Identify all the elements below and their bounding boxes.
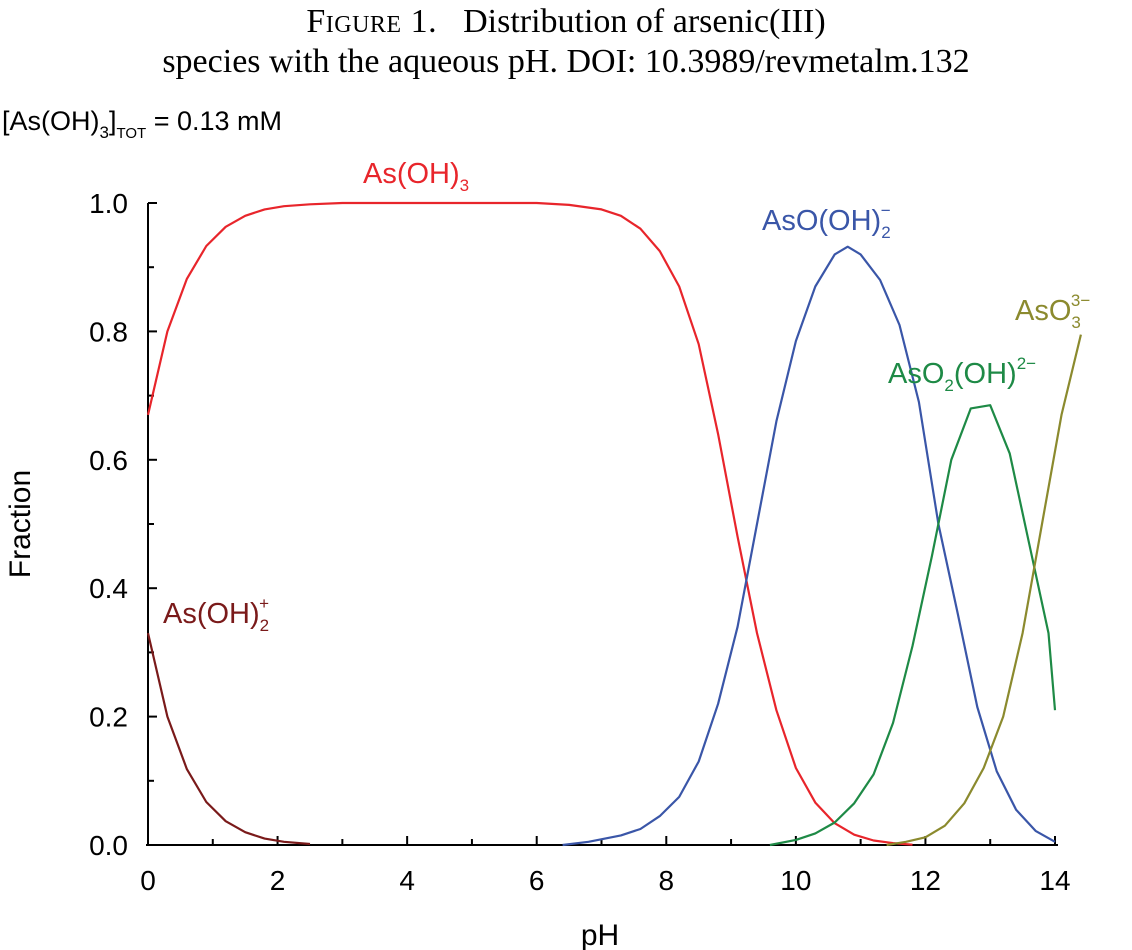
y-tick-label: 0.0: [89, 830, 128, 861]
x-tick-label: 4: [399, 865, 415, 896]
series-label-aso2-oh-2minus: AsO2(OH)2−: [888, 354, 1036, 395]
caption-line-2: species with the aqueous pH. DOI: 10.398…: [162, 43, 970, 80]
figure-caption: Figure 1. Distribution of arsenic(III) sp…: [0, 2, 1132, 82]
y-tick-label: 0.8: [89, 316, 128, 347]
y-axis-label: Fraction: [4, 470, 37, 578]
y-tick-label: 0.6: [89, 445, 128, 476]
series-line-3: [769, 404, 1057, 847]
series-label-aso-oh2-minus: AsO(OH)2−: [762, 201, 891, 242]
annotation-rest: = 0.13 mM: [146, 106, 282, 136]
x-tick-label: 2: [270, 865, 286, 896]
annotation-base: [As(OH): [2, 106, 100, 136]
axis-ticks: [147, 202, 1056, 846]
x-tick-label: 6: [529, 865, 545, 896]
axis-tick-labels: 0.0 0.2 0.4 0.6 0.8 1.0 0 2 4 6 8 10 12 14: [89, 188, 1071, 896]
annotation-close: ]: [109, 106, 117, 136]
x-tick-label: 10: [780, 865, 811, 896]
x-tick-label: 0: [140, 865, 156, 896]
y-tick-label: 1.0: [89, 188, 128, 219]
x-tick-label: 8: [658, 865, 674, 896]
x-tick-label: 14: [1039, 865, 1070, 896]
series-label-aso3-3minus: AsO33−: [1015, 291, 1090, 332]
series-line-4: [886, 334, 1082, 847]
series-line-0: [146, 632, 311, 846]
series-line-1: [146, 201, 913, 846]
annotation-sub-1: 3: [100, 123, 109, 142]
annotation-sub-tot: TOT: [116, 125, 146, 142]
series-label-as-oh2-plus: As(OH)2+: [163, 594, 269, 635]
series-line-2: [562, 245, 1056, 847]
x-tick-label: 12: [910, 865, 941, 896]
y-tick-label: 0.4: [89, 573, 128, 604]
figure-label: Figure 1.: [306, 3, 438, 40]
series-lines: [146, 201, 1082, 847]
x-axis-label: pH: [581, 919, 619, 950]
series-label-as-oh3: As(OH)3: [363, 158, 469, 195]
caption-line-1: Distribution of arsenic(III): [463, 3, 826, 40]
concentration-annotation: [As(OH)3]TOT = 0.13 mM: [2, 106, 282, 142]
y-tick-label: 0.2: [89, 702, 128, 733]
